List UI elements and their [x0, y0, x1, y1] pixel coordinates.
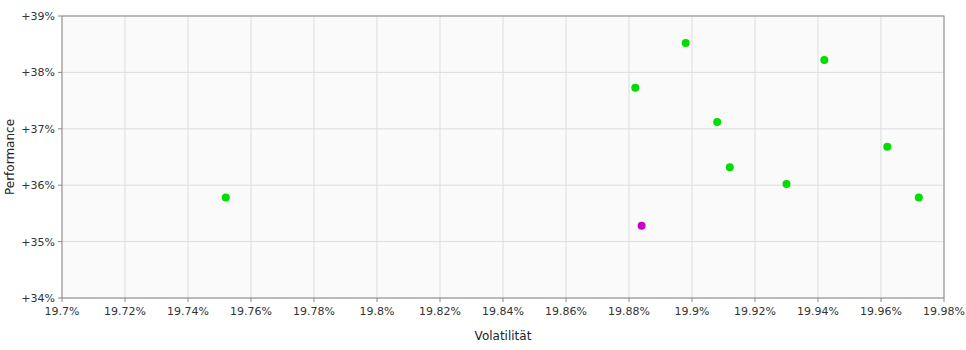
grid-line-x: [314, 16, 315, 298]
tick-x: [62, 298, 63, 302]
plot-frame: [62, 16, 944, 298]
tick-x: [818, 298, 819, 302]
grid-line-x: [377, 16, 378, 298]
tick-label-y: +38%: [21, 66, 55, 79]
grid-line-x: [692, 16, 693, 298]
tick-x: [188, 298, 189, 302]
point: [883, 143, 891, 151]
grid-line-x: [755, 16, 756, 298]
point: [726, 163, 734, 171]
grid-line-x: [566, 16, 567, 298]
tick-x: [566, 298, 567, 302]
tick-label-x: 19.98%: [923, 305, 965, 318]
grid-line-x: [125, 16, 126, 298]
grid: [62, 16, 944, 298]
chart: 19.7% 19.72% 19.74% 19.76% 19.78% 19.8% 19.82%…: [0, 0, 966, 350]
grid-line-y: [62, 185, 944, 186]
grid-line-x: [188, 16, 189, 298]
point: [783, 180, 791, 188]
tick-label-y: +39%: [21, 10, 55, 23]
plot-area: [62, 16, 944, 298]
grid-line-x: [629, 16, 630, 298]
tick-x: [692, 298, 693, 302]
tick-label-x: 19.82%: [419, 305, 461, 318]
series: [638, 222, 646, 230]
tick-label-x: 19.72%: [104, 305, 146, 318]
tick-label-x: 19.88%: [608, 305, 650, 318]
tick-y: [58, 128, 62, 129]
tick-x: [251, 298, 252, 302]
point: [638, 222, 646, 230]
x-axis-label: Volatilität: [475, 329, 532, 343]
grid-line-y: [62, 72, 944, 73]
tick-label-x: 19.76%: [230, 305, 272, 318]
tick-label-y: +34%: [21, 292, 55, 305]
grid-line-x: [440, 16, 441, 298]
tick-x: [944, 298, 945, 302]
grid-line-y: [62, 128, 944, 129]
tick-label-y: +37%: [21, 123, 55, 136]
grid-line-x: [251, 16, 252, 298]
marks: [222, 39, 923, 230]
tick-x: [755, 298, 756, 302]
point: [820, 56, 828, 64]
tick-y: [58, 185, 62, 186]
tick-label-x: 19.78%: [293, 305, 335, 318]
tick-label-x: 19.74%: [167, 305, 209, 318]
point: [713, 118, 721, 126]
tick-label-x: 19.92%: [734, 305, 776, 318]
grid-line-y: [62, 241, 944, 242]
tick-y: [58, 72, 62, 73]
series: [222, 39, 923, 202]
tick-x: [125, 298, 126, 302]
tick-x: [440, 298, 441, 302]
tick-label-x: 19.84%: [482, 305, 524, 318]
grid-line-x: [818, 16, 819, 298]
axes: 19.7% 19.72% 19.74% 19.76% 19.78% 19.8% 19.82%…: [21, 10, 965, 318]
tick-label-x: 19.9%: [675, 305, 710, 318]
tick-label-y: +36%: [21, 179, 55, 192]
tick-x: [881, 298, 882, 302]
tick-y: [58, 241, 62, 242]
tick-label-x: 19.86%: [545, 305, 587, 318]
tick-label-y: +35%: [21, 236, 55, 249]
tick-y: [58, 298, 62, 299]
tick-x: [503, 298, 504, 302]
y-axis-label: Performance: [3, 119, 17, 195]
tick-label-x: 19.7%: [45, 305, 80, 318]
tick-label-x: 19.94%: [797, 305, 839, 318]
point: [915, 194, 923, 202]
tick-label-x: 19.8%: [360, 305, 395, 318]
tick-label-x: 19.96%: [860, 305, 902, 318]
tick-x: [377, 298, 378, 302]
tick-x: [629, 298, 630, 302]
grid-line-x: [503, 16, 504, 298]
tick-x: [314, 298, 315, 302]
grid-line-x: [881, 16, 882, 298]
tick-y: [58, 16, 62, 17]
point: [682, 39, 690, 47]
point: [631, 84, 639, 92]
point: [222, 194, 230, 202]
